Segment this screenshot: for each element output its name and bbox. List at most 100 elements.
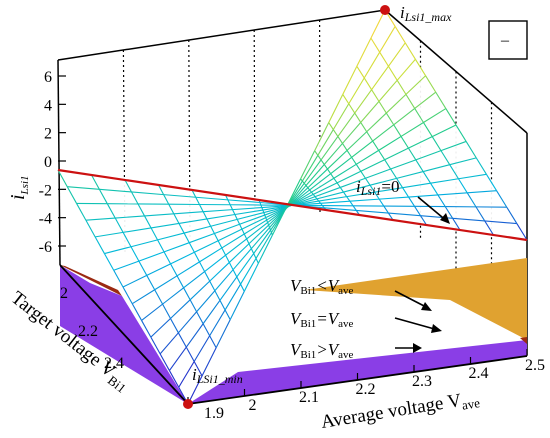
surface-grid-line (176, 275, 185, 289)
surface-grid-line (209, 280, 216, 291)
surface-grid-line (214, 269, 234, 292)
surface-grid-line (366, 131, 374, 142)
surface-grid-line (286, 178, 302, 208)
surface-grid-line (146, 275, 156, 291)
x-axis-ticks: 1.9 2 2.1 2.2 2.3 2.4 2.5 (187, 349, 545, 422)
surface-grid-line (330, 156, 353, 175)
surface-grid-line (384, 147, 409, 161)
surface-grid-line (198, 204, 204, 212)
surface-grid-line (363, 51, 381, 79)
region-arrowhead-less (421, 302, 432, 311)
min-point-marker (183, 399, 193, 409)
surface-grid-line (250, 248, 255, 254)
surface-grid-line (343, 184, 371, 193)
surface-grid-line (95, 231, 124, 238)
surface-grid-line (396, 80, 407, 95)
surface-grid-line (224, 309, 231, 320)
surface-grid-line (318, 196, 347, 202)
surface-grid-line (168, 370, 180, 388)
surface-grid-line (423, 164, 450, 173)
surface-grid-line (257, 234, 273, 264)
surface-grid-line (178, 361, 195, 388)
surface-grid-line (170, 299, 191, 319)
region-arrow-equal (394, 317, 439, 331)
surface-grid-line (415, 159, 424, 172)
surface-grid-line (320, 200, 350, 204)
surface-grid-line (408, 194, 438, 198)
surface-grid-line (378, 198, 385, 207)
surface-grid-line (199, 247, 223, 263)
surface-grid-line (150, 336, 161, 355)
surface-grid-line (104, 246, 132, 255)
surface-grid-line (57, 169, 68, 187)
surface-grid-line (91, 174, 100, 190)
surface-grid-line (458, 178, 468, 194)
surface-grid-line (320, 202, 323, 206)
region-label-less: VBi1<Vave (290, 276, 354, 297)
x-tick-label: 2.2 (356, 381, 376, 398)
surface-grid-line (402, 187, 410, 198)
surface-grid-line (162, 303, 171, 319)
surface-grid-line (313, 182, 338, 195)
surface-grid-line (333, 177, 338, 184)
surface-grid-line (241, 228, 245, 235)
surface-grid-line (243, 263, 259, 292)
surface-grid-line (163, 194, 170, 205)
surface-grid-line (452, 217, 485, 222)
surface-grid-line (176, 261, 200, 277)
surface-grid-line (209, 335, 217, 348)
surface-grid-line (343, 191, 348, 197)
surface-grid-line (189, 299, 198, 313)
surface-grid-line (150, 227, 159, 241)
surface-grid-line (423, 108, 447, 123)
surface-grid-line (204, 271, 211, 282)
surface-grid-line (202, 300, 221, 325)
surface-grid-line (374, 187, 403, 193)
z-axis-ticks: 6 4 2 0 -2 -4 -6 (39, 69, 66, 256)
surface-grid-line (378, 135, 402, 151)
surface-grid-line (356, 37, 372, 67)
surface-grid-line (387, 42, 406, 67)
surface-grid-line (246, 222, 268, 240)
surface-grid-line (202, 323, 211, 336)
surface-grid-line (369, 177, 397, 186)
surface-grid-line (300, 150, 316, 180)
surface-grid-line (215, 319, 231, 348)
surface-grid-line (372, 140, 380, 151)
surface-grid-line (348, 77, 365, 105)
surface-grid-line (144, 215, 152, 229)
surface-grid-line (214, 223, 240, 234)
surface-grid-line (372, 124, 395, 142)
surface-grid-line (422, 171, 431, 184)
surface-grid-line (239, 214, 265, 225)
surface-grid-line (98, 189, 108, 204)
surface-grid-line (206, 213, 235, 220)
surface-grid-line (396, 170, 424, 179)
surface-grid-line (124, 179, 132, 193)
surface-grid-line (449, 164, 459, 180)
surface-grid-line (287, 187, 309, 207)
surface-grid-line (467, 190, 497, 194)
surface-grid-line (383, 205, 389, 214)
surface-grid-line (484, 220, 517, 225)
surface-grid-line (178, 223, 185, 234)
surface-grid-line (130, 239, 158, 248)
surface-grid-line (154, 275, 178, 291)
surface-grid-line (232, 248, 252, 271)
x-tick-label: 2.5 (525, 357, 545, 374)
surface-grid-line (193, 361, 203, 377)
surface-grid-line (348, 103, 356, 114)
surface-grid-line (183, 287, 191, 301)
surface-grid-line (137, 203, 146, 217)
surface-grid-line (346, 191, 375, 198)
surface-grid-line (240, 258, 257, 285)
surface-grid-line (327, 168, 332, 174)
wall-grid-line (122, 49, 126, 253)
surface-grid-line (195, 196, 228, 201)
surface-grid-line (141, 320, 152, 338)
surface-grid-line (232, 206, 262, 211)
box-edge-left (57, 59, 61, 266)
surface-grid-line (115, 215, 145, 219)
surface-grid-line (203, 209, 233, 213)
surface-grid-line (317, 154, 322, 161)
